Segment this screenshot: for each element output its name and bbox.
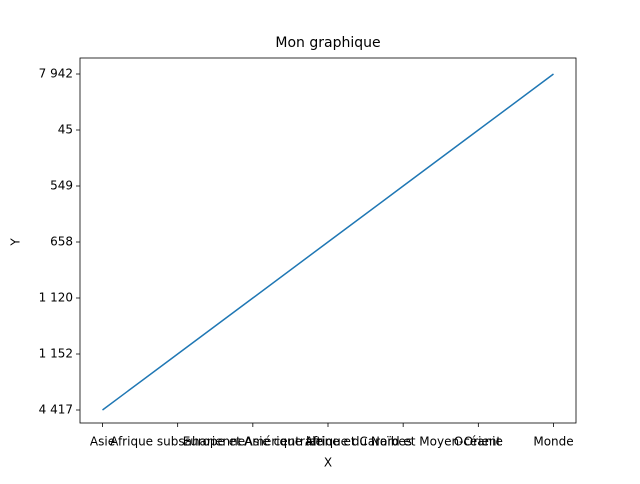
y-tick-label: 4 417 bbox=[39, 403, 73, 417]
y-axis-label: Y bbox=[9, 238, 23, 247]
x-tick-label: Afrique du Nord et Moyen-Orient bbox=[305, 435, 501, 449]
x-tick-label: Océanie bbox=[454, 435, 503, 449]
x-axis-label: X bbox=[324, 456, 332, 470]
y-tick-label: 1 120 bbox=[39, 291, 73, 305]
y-tick-label: 1 152 bbox=[39, 347, 73, 361]
y-tick-label: 549 bbox=[50, 179, 73, 193]
x-tick-label: Europe et Asie centrale bbox=[183, 435, 323, 449]
x-tick-label: Afrique subsaharienne bbox=[110, 435, 245, 449]
x-tick-label: Monde bbox=[533, 435, 573, 449]
x-tick-label: Asie bbox=[90, 435, 115, 449]
y-tick-label: 45 bbox=[58, 123, 73, 137]
chart-title: Mon graphique bbox=[275, 35, 380, 51]
line-series bbox=[102, 73, 554, 411]
x-tick-label: Amérique latine et Caraïbes bbox=[244, 435, 412, 449]
y-tick-label: 658 bbox=[50, 235, 73, 249]
y-tick-label: 7 942 bbox=[39, 67, 73, 81]
